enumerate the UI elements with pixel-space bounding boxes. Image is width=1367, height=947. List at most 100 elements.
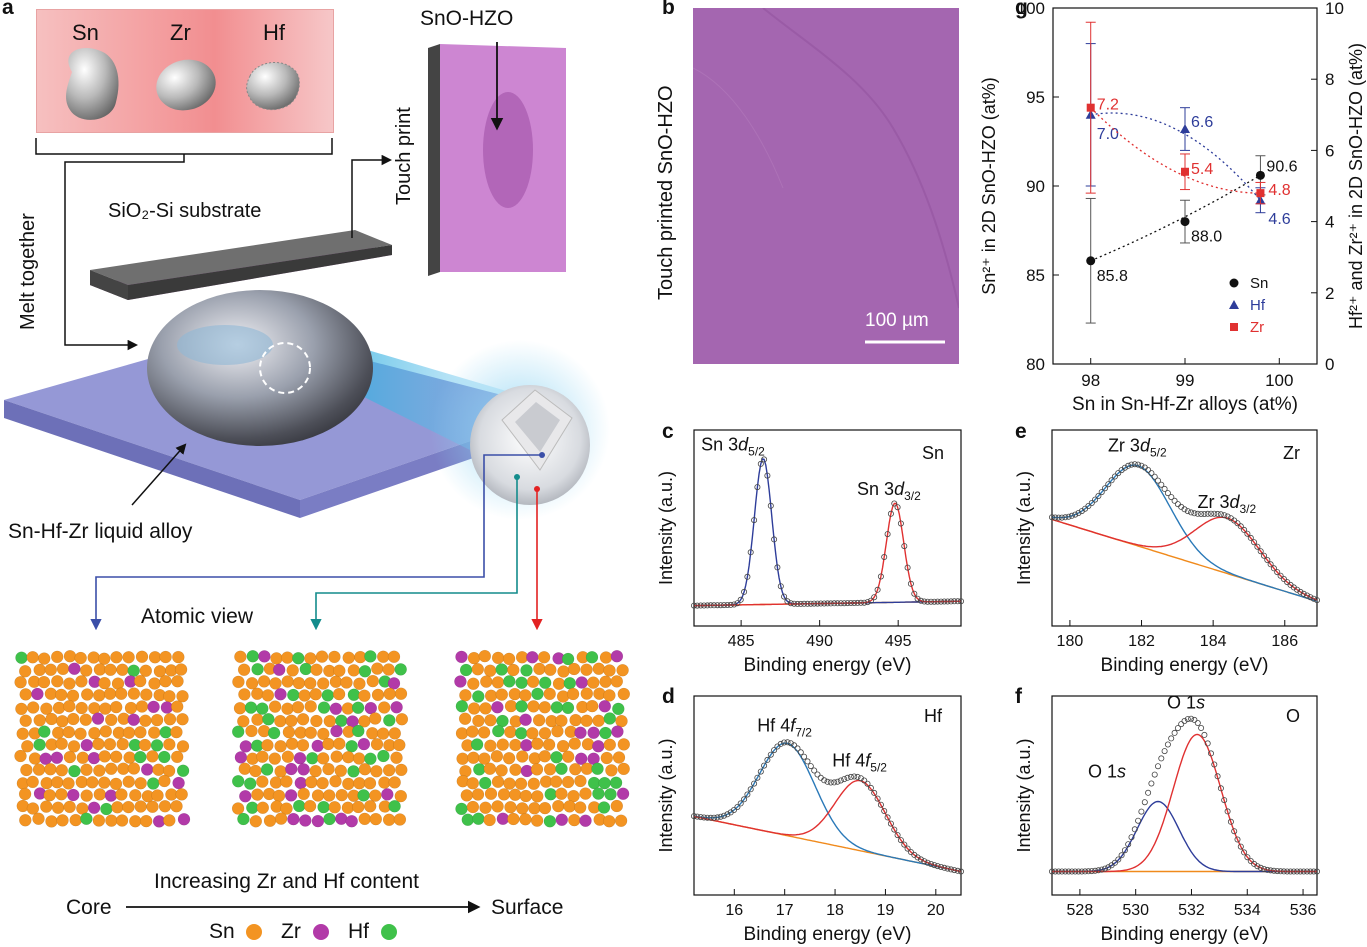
legend-label-hf: Hf [1250, 297, 1266, 314]
atom [67, 712, 80, 726]
atom [329, 702, 343, 716]
atom [309, 764, 322, 778]
atom [176, 764, 190, 778]
atom [472, 690, 485, 703]
data-point [877, 801, 884, 808]
atom [170, 700, 184, 713]
atom [75, 701, 88, 715]
data-point [724, 811, 731, 818]
atom [395, 763, 408, 777]
data-point [954, 867, 961, 874]
data-point [807, 763, 814, 770]
atom [598, 700, 612, 713]
atom [530, 814, 544, 827]
data-point [951, 598, 958, 605]
atom [459, 689, 472, 702]
peak-label-orbital: f [790, 715, 797, 735]
atom [267, 726, 281, 740]
data-point [907, 580, 914, 587]
atom [38, 725, 51, 738]
atom [238, 688, 251, 701]
data-label-zr: 7.2 [1097, 97, 1119, 114]
x-axis-label: Binding energy (eV) [1101, 924, 1269, 945]
gradient-label: Increasing Zr and Hf content [154, 870, 419, 893]
data-point [1208, 750, 1215, 757]
data-point [1118, 852, 1125, 859]
atom [551, 724, 564, 738]
atom [538, 726, 552, 740]
data-point [814, 600, 821, 607]
atom [334, 764, 348, 778]
panel-label-e: e [1015, 420, 1027, 443]
atom [555, 787, 568, 800]
atom [479, 801, 492, 814]
atom [526, 727, 539, 740]
x-tick-label: 20 [927, 902, 945, 919]
atom [92, 814, 106, 827]
atom [357, 737, 371, 751]
atom [80, 789, 93, 802]
atom [176, 712, 189, 726]
atom [67, 788, 80, 802]
atom [478, 752, 491, 765]
atom [495, 764, 508, 777]
atom [171, 674, 184, 688]
atom [163, 738, 176, 751]
data-point [1155, 763, 1162, 770]
atom [80, 812, 93, 825]
atom [251, 662, 264, 676]
data-point [1267, 867, 1274, 874]
data-point [744, 791, 751, 798]
atom [519, 713, 532, 726]
data-point [754, 484, 761, 491]
atom [261, 738, 274, 752]
atom [514, 777, 528, 791]
data-point [1244, 854, 1251, 861]
atom [491, 800, 504, 813]
data-point [1264, 866, 1271, 873]
atom [139, 814, 153, 828]
data-point [694, 602, 701, 609]
x-tick-label: 532 [1178, 902, 1205, 919]
atom [172, 776, 185, 790]
atom [530, 763, 544, 776]
data-point [1274, 569, 1281, 576]
data-point [1204, 510, 1211, 517]
atom [256, 702, 269, 715]
data-point [1068, 512, 1075, 519]
atom [80, 688, 94, 701]
atom [256, 775, 269, 788]
data-point [824, 778, 831, 785]
data-point [894, 504, 901, 511]
atom [340, 676, 353, 689]
data-point [941, 598, 948, 605]
data-point [924, 859, 931, 866]
atom [580, 687, 594, 700]
atom [503, 675, 516, 688]
data-point [1217, 785, 1224, 792]
y-axis-label: Intensity (a.u.) [1014, 471, 1034, 585]
data-point [721, 602, 728, 609]
data-point [867, 784, 874, 791]
atom [16, 727, 29, 741]
surface-label: Surface [491, 896, 564, 919]
data-point [894, 832, 901, 839]
atom [388, 799, 401, 813]
legend-sn-label: Sn [209, 920, 235, 943]
data-point [787, 740, 794, 747]
atom [388, 727, 402, 740]
data-point [1211, 510, 1218, 517]
atom [466, 800, 480, 814]
data-point [1105, 864, 1112, 871]
data-point [1194, 720, 1201, 727]
peak-fit-line [694, 502, 962, 607]
atom [317, 727, 330, 741]
atom [527, 777, 541, 791]
data-point [711, 814, 718, 821]
atom [526, 675, 540, 689]
data-point [1121, 464, 1128, 471]
atom [174, 663, 188, 676]
atom [382, 763, 396, 777]
data-point [734, 600, 741, 607]
data-point [1148, 470, 1155, 477]
